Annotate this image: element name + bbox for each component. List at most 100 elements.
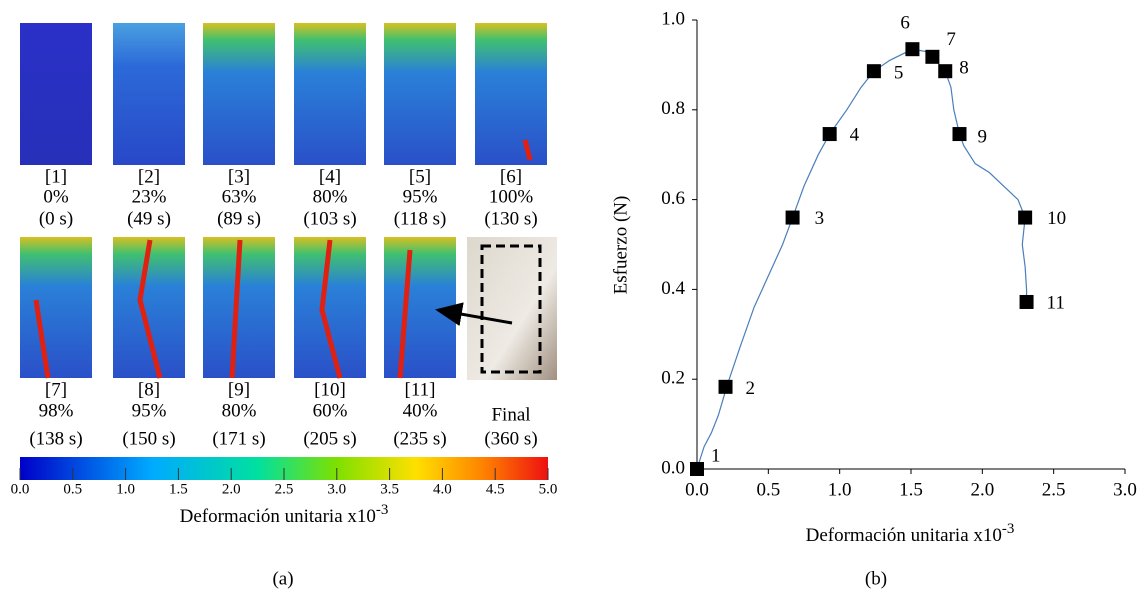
point-label: 3 — [815, 208, 825, 229]
y-tick-label: 0.0 — [661, 457, 685, 478]
frame-time: (118 s) — [394, 208, 447, 229]
strain-maps — [20, 23, 557, 480]
frame-time: (138 s) — [29, 428, 82, 449]
frame-time: (49 s) — [127, 208, 171, 229]
marker — [866, 64, 881, 79]
strain-map — [294, 23, 366, 165]
x-tick-label: 1.0 — [828, 479, 852, 500]
colorbar-tick-label: 3.0 — [327, 481, 346, 497]
colorbar-tick-label: 4.5 — [486, 481, 505, 497]
frame-percent: 63% — [222, 186, 257, 207]
y-tick-label: 0.6 — [661, 188, 685, 209]
strain-map — [20, 237, 92, 378]
frame-time: (171 s) — [212, 428, 265, 449]
colorbar-tick-label: 5.0 — [539, 481, 558, 497]
point-label: 2 — [746, 378, 756, 399]
crack — [33, 139, 533, 379]
x-tick-label: 0.5 — [756, 479, 780, 500]
curve — [696, 48, 1028, 470]
frame-percent: 40% — [403, 400, 438, 421]
frame-percent: Final — [491, 404, 530, 425]
x-tick-label: 3.0 — [1113, 479, 1137, 500]
frame-time: (205 s) — [303, 428, 356, 449]
marker — [718, 379, 733, 394]
frame-percent: 98% — [39, 400, 74, 421]
frame-percent: 0% — [43, 186, 69, 207]
frame-index: [3] — [228, 166, 250, 187]
photo-frame — [480, 244, 542, 374]
frame-index: [10] — [314, 379, 346, 400]
point-label: 4 — [850, 124, 860, 145]
marker — [938, 64, 953, 79]
colorbar-tick-label: 3.5 — [380, 481, 399, 497]
colorbar-tick-label: 1.0 — [116, 481, 135, 497]
frame-time: (360 s) — [484, 428, 537, 449]
x-tick-label: 2.5 — [1042, 479, 1066, 500]
frame-percent: 23% — [132, 186, 167, 207]
frame-time: (89 s) — [217, 208, 261, 229]
colorbar-tick-label: 2.0 — [222, 481, 241, 497]
y-tick-label: 0.4 — [661, 278, 685, 299]
frame-percent: 95% — [132, 400, 167, 421]
marker — [785, 210, 800, 225]
frame-index: [11] — [405, 379, 436, 400]
frame-index: [8] — [138, 379, 160, 400]
frame-time: (0 s) — [39, 208, 73, 229]
colorbar-tick-label: 0.5 — [63, 481, 82, 497]
marker — [905, 42, 920, 57]
label-sup: -3 — [376, 502, 389, 518]
y-tick-label: 1.0 — [661, 8, 685, 29]
frame-time: (130 s) — [484, 208, 537, 229]
colorbar-tick-label: 4.0 — [433, 481, 452, 497]
y-tick-label: 0.2 — [661, 368, 685, 389]
colorbar-tick-label: 0.0 — [11, 481, 30, 497]
strain-map — [384, 23, 456, 165]
frame-index: [5] — [409, 166, 431, 187]
strain-map — [475, 23, 547, 165]
strain-map — [384, 237, 456, 378]
point-label: 8 — [959, 58, 969, 79]
strain-map — [113, 23, 185, 165]
frame-index: [2] — [138, 166, 160, 187]
frame-index: [6] — [500, 166, 522, 187]
frame-percent: 95% — [403, 186, 438, 207]
frame-percent: 60% — [313, 400, 348, 421]
marker — [1019, 294, 1034, 309]
marker — [925, 49, 940, 64]
marker — [1018, 210, 1033, 225]
frame-percent: 80% — [222, 400, 257, 421]
frame-index: [4] — [319, 166, 341, 187]
point-label: 5 — [894, 63, 904, 84]
label-text: Deformación unitaria x10 — [180, 506, 376, 527]
colorbar-tick-label: 2.5 — [275, 481, 294, 497]
point-label: 11 — [1047, 292, 1065, 313]
marker — [952, 127, 967, 142]
x-tick-label: 2.0 — [970, 479, 994, 500]
point-label: 1 — [711, 445, 721, 466]
frame-percent: 100% — [489, 186, 534, 207]
frame-time: (103 s) — [303, 208, 356, 229]
frame-index: [9] — [228, 379, 250, 400]
strain-map — [203, 23, 275, 165]
point-label: 7 — [946, 29, 956, 50]
label-text: Deformación unitaria x10 — [806, 525, 1002, 546]
frame-index: [1] — [45, 166, 67, 187]
arrow — [435, 302, 513, 326]
y-axis-label: Esfuerzo (N) — [610, 196, 631, 295]
frame-index: [7] — [45, 379, 67, 400]
point-label: 9 — [978, 126, 988, 147]
marker — [690, 462, 704, 476]
x-axis-label: Deformación unitaria x10-3 — [806, 521, 1015, 546]
marker — [822, 127, 837, 142]
frame-percent: 80% — [313, 186, 348, 207]
x-tick-label: 0.0 — [685, 479, 709, 500]
caption: (b) — [865, 568, 887, 589]
point-label: 10 — [1047, 208, 1066, 229]
colorbar-tick-label: 1.5 — [169, 481, 188, 497]
label-sup: -3 — [1002, 521, 1015, 537]
point-label: 6 — [900, 13, 910, 34]
strain-map — [20, 23, 92, 165]
frame-time: (235 s) — [393, 428, 446, 449]
colorbar-label: Deformación unitaria x10-3 — [180, 502, 389, 527]
